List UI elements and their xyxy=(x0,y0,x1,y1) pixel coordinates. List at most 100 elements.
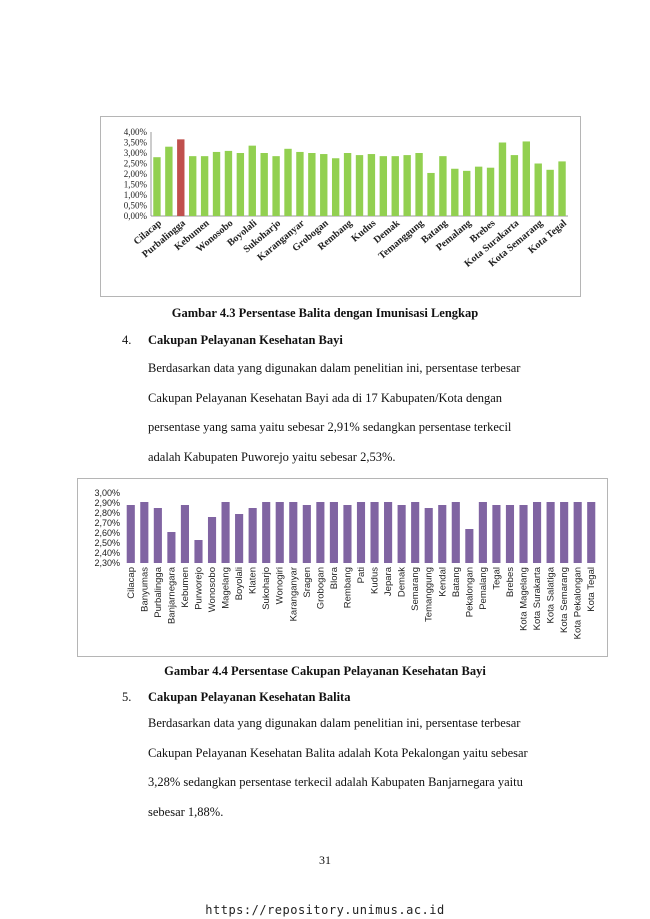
section-number-5: 5. xyxy=(122,690,132,704)
x-tick-label: Wonogiri xyxy=(275,567,286,604)
bar-kota-semarang xyxy=(534,163,542,216)
x-tick-label: Kota Pekalongan xyxy=(573,567,584,639)
paragraph-line: Berdasarkan data yang digunakan dalam pe… xyxy=(148,716,521,730)
x-tick-label: Pati xyxy=(356,567,367,583)
bar-purworejo xyxy=(212,151,221,216)
bar-kota-surakarta xyxy=(510,155,519,216)
bar-kota-salatiga xyxy=(546,502,555,563)
x-tick-label: Blora xyxy=(329,566,340,589)
bar-kebumen xyxy=(180,505,190,563)
bar-demak xyxy=(397,505,406,563)
paragraph-line: Berdasarkan data yang digunakan dalam pe… xyxy=(148,361,521,375)
x-tick-label: Jepara xyxy=(383,566,394,596)
bar-magelang xyxy=(236,153,245,216)
bar-kudus xyxy=(367,154,376,216)
figure-caption-4-3: Gambar 4.3 Persentase Balita dengan Imun… xyxy=(171,306,479,320)
x-tick-label: Wonosobo xyxy=(207,567,218,612)
bar-tegal xyxy=(474,166,483,216)
bar-brebes xyxy=(486,167,495,216)
x-tick-label: Purworejo xyxy=(193,567,204,610)
chart-pelayanan-bayi: 2,30%2,40%2,50%2,60%2,70%2,80%2,90%3,00%… xyxy=(94,488,597,639)
y-tick-label: 0,50% xyxy=(124,201,148,211)
x-tick-label: Tegal xyxy=(491,567,502,590)
x-tick-label: Kota Magelang xyxy=(519,567,530,631)
bar-jepara xyxy=(384,502,393,563)
paragraph-line: adalah Kabupaten Puworejo yaitu sebesar … xyxy=(148,449,396,464)
x-tick-label: Kota Surakarta xyxy=(532,566,543,630)
bar-sragen xyxy=(308,153,316,216)
paragraph-line: Cakupan Pelayanan Kesehatan Balita adala… xyxy=(148,745,528,760)
section-number-4: 4. xyxy=(122,333,132,347)
y-tick-label: 2,00% xyxy=(124,169,148,179)
bar-demak xyxy=(391,156,399,216)
bar-kota-pekalongan xyxy=(546,169,554,216)
bar-rembang xyxy=(343,153,352,216)
x-tick-label: Sukoharjo xyxy=(261,567,272,610)
bar-banjarnegara xyxy=(189,156,197,216)
bar-cilacap xyxy=(153,157,161,216)
bar-grobogan xyxy=(320,154,328,216)
bar-wonosobo xyxy=(224,150,233,216)
x-tick-label: Kebumen xyxy=(180,567,191,608)
bar-jepara xyxy=(379,156,388,216)
bar-grobogan xyxy=(316,502,325,563)
bar-banjarnegara xyxy=(167,532,176,563)
bar-boyolali xyxy=(235,514,244,563)
bar-pemalang xyxy=(478,502,487,563)
x-tick-label: Brebes xyxy=(505,567,516,597)
x-tick-label: Pemalang xyxy=(478,567,489,610)
x-tick-label: Grobogan xyxy=(315,567,326,609)
y-tick-label: 2,70% xyxy=(94,518,120,528)
bar-semarang xyxy=(403,155,411,216)
chart-imunisasi-frame: 0,00% 0,50% 1,00% 1,50% 2,00% 2,50% 3,00% 3,50%… xyxy=(100,116,581,297)
bar-cilacap xyxy=(126,505,135,563)
x-tick-label: Boyolali xyxy=(234,567,245,600)
x-tick-label: Batang xyxy=(451,567,462,597)
x-tick-label: Purbalingga xyxy=(153,566,164,617)
x-tick-label: Demak xyxy=(397,567,408,597)
y-tick-label: 2,90% xyxy=(94,498,120,508)
y-tick-label: 3,00% xyxy=(124,148,148,158)
bar-kota-semarang xyxy=(560,502,569,563)
bar-kendal xyxy=(438,505,447,563)
y-tick-label: 1,00% xyxy=(124,190,148,200)
y-tick-label: 2,50% xyxy=(94,538,120,548)
y-tick-label: 2,60% xyxy=(94,528,120,538)
bar-sragen xyxy=(302,505,311,563)
bar-tegal xyxy=(492,505,501,563)
paragraph-line: persentase yang sama yaitu sebesar 2,91%… xyxy=(148,420,512,434)
section-heading-5: 5. Cakupan Pelayanan Kesehatan Balita xyxy=(122,690,351,705)
y-tick-label: 2,50% xyxy=(124,159,148,169)
bar-kebumen xyxy=(200,156,209,216)
bar-blora xyxy=(329,502,338,563)
x-tick-label: Kota Salatiga xyxy=(546,566,557,623)
paragraph-line: sebesar 1,88%. xyxy=(148,804,224,819)
bar-kota-pekalongan xyxy=(573,502,582,563)
bar-brebes xyxy=(505,505,515,563)
bar-sukoharjo xyxy=(262,502,271,563)
footer-url: https://repository.unimus.ac.id xyxy=(205,903,445,917)
bar-temanggung xyxy=(424,508,433,563)
x-tick-label: Semarang xyxy=(410,567,421,611)
section-4-paragraph: Berdasarkan data yang digunakan dalam pe… xyxy=(148,354,558,472)
bar-pemalang xyxy=(463,170,471,216)
bar-wonogiri xyxy=(284,148,292,216)
bar-blora xyxy=(331,158,340,216)
y-tick-label: 1,50% xyxy=(124,180,148,190)
x-tick-label: Klaten xyxy=(248,567,259,594)
bar-sukoharjo xyxy=(272,156,280,216)
bar-kendal xyxy=(427,172,435,216)
y-tick-label: 4,00% xyxy=(124,127,148,137)
bar-batang xyxy=(451,502,460,563)
x-tick-label: Banjarnegara xyxy=(166,566,177,624)
x-tick-label: Kudus xyxy=(370,567,381,594)
x-tick-label: Sragen xyxy=(302,567,313,598)
bar-wonosobo xyxy=(207,517,217,563)
y-tick-label: 2,30% xyxy=(94,558,120,568)
bar-klaten xyxy=(248,508,257,563)
x-tick-label: Banyumas xyxy=(139,567,150,612)
y-tick-label: 3,00% xyxy=(94,488,120,498)
paragraph-line: 3,28% sedangkan persentase terkecil adal… xyxy=(148,775,523,789)
section-title-5: Cakupan Pelayanan Kesehatan Balita xyxy=(148,690,351,704)
bar-banyumas xyxy=(140,502,149,563)
